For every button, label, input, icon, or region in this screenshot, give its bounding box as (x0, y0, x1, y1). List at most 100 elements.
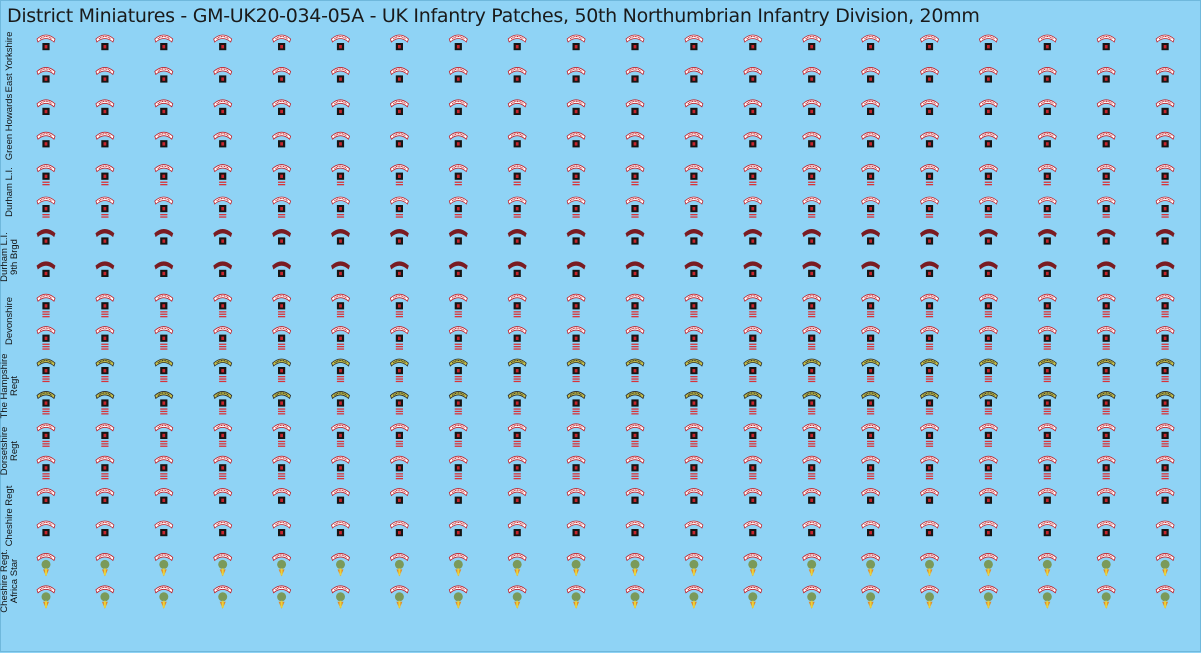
rank-stripe (631, 380, 639, 383)
shoulder-title (802, 585, 822, 594)
shoulder-lettering (628, 35, 642, 40)
rank-stripe (690, 216, 698, 218)
patch-decal (684, 326, 704, 350)
star-ribbon-stripe (280, 568, 283, 576)
shoulder-title (861, 553, 881, 562)
badge-emblem (1163, 174, 1167, 178)
patch-decal (920, 293, 939, 318)
patch-decal (507, 67, 527, 83)
shoulder-lettering (687, 262, 701, 267)
badge-emblem (574, 77, 578, 81)
shoulder-title (213, 164, 233, 173)
shoulder-title (802, 131, 822, 140)
shoulder-lettering (687, 295, 701, 299)
patch-decal (213, 293, 233, 318)
badge-emblem (692, 466, 696, 470)
shoulder-title (154, 164, 174, 173)
patch-decal (861, 455, 881, 480)
shoulder-lettering (216, 35, 230, 40)
rank-stripe (572, 216, 580, 218)
rank-stripe (1102, 380, 1110, 383)
rank-stripe (808, 348, 816, 350)
shoulder-title (861, 520, 881, 529)
rank-stripe (160, 376, 168, 378)
patch-decal (861, 196, 881, 218)
shoulder-lettering (334, 295, 347, 299)
badge-emblem (810, 239, 814, 243)
badge-emblem (928, 77, 931, 81)
patch-decal (331, 293, 350, 318)
patch-decal (1096, 99, 1116, 115)
rank-stripe (395, 311, 403, 313)
rank-stripe (1161, 413, 1169, 415)
patch-decal (213, 326, 233, 350)
rank-stripe (984, 343, 992, 345)
badge-emblem (103, 239, 107, 243)
shoulder-title (213, 455, 233, 464)
badge-emblem (810, 304, 814, 308)
shoulder-title (389, 391, 409, 400)
rank-stripe (513, 473, 521, 475)
shoulder-title (36, 131, 56, 140)
rank-stripe (808, 408, 816, 410)
shoulder-title (625, 553, 645, 562)
rank-stripe (160, 445, 168, 447)
shoulder-lettering (393, 359, 406, 364)
rank-stripe (454, 343, 462, 345)
rank-stripe (336, 346, 345, 348)
shoulder-title (95, 585, 115, 594)
shoulder-lettering (157, 230, 171, 234)
shoulder-title (743, 488, 763, 497)
patch-decal (1155, 553, 1175, 577)
africa-star-icon (630, 592, 640, 602)
patch-decal (802, 520, 822, 537)
patch-decal (566, 423, 586, 447)
badge-emblem (456, 369, 460, 373)
rank-stripe (42, 380, 50, 383)
shoulder-lettering (39, 327, 53, 332)
shoulder-title (625, 164, 645, 173)
rank-stripe (513, 214, 521, 216)
shoulder-lettering (1099, 230, 1113, 234)
shoulder-lettering (982, 521, 995, 526)
patch-decal (743, 164, 763, 186)
rank-stripe (160, 410, 168, 413)
rank-stripe (925, 478, 934, 480)
rank-stripe (278, 316, 286, 318)
patch-decal (861, 488, 881, 504)
patch-decal (389, 196, 409, 218)
badge-emblem (987, 271, 990, 276)
shoulder-lettering (510, 100, 524, 105)
rank-stripe (749, 181, 757, 183)
patch-decal (507, 131, 527, 148)
badge-emblem (574, 304, 578, 308)
badge-emblem (692, 142, 696, 146)
patch-decal (331, 196, 350, 218)
patch-decal (36, 358, 56, 383)
badge-emblem (692, 45, 696, 49)
badge-emblem (280, 304, 283, 308)
patch-decal (1037, 553, 1057, 577)
rank-stripe (925, 440, 934, 443)
shoulder-title (448, 553, 468, 562)
badge-emblem (221, 271, 225, 276)
shoulder-lettering (157, 35, 171, 40)
badge-emblem (280, 498, 283, 502)
shoulder-title (920, 67, 939, 76)
shoulder-lettering (805, 197, 819, 202)
shoulder-lettering (216, 489, 230, 494)
africa-star-icon (807, 592, 817, 602)
patch-decal (1037, 358, 1057, 383)
badge-emblem (1163, 45, 1167, 49)
shoulder-lettering (98, 262, 112, 267)
shoulder-lettering (982, 35, 995, 40)
africa-star-icon (100, 559, 110, 569)
shoulder-title (743, 229, 763, 238)
patch-decal (861, 358, 881, 383)
rank-stripe (631, 378, 639, 380)
patch-decal (154, 358, 174, 383)
rank-stripe (631, 410, 639, 413)
shoulder-lettering (451, 133, 465, 137)
shoulder-lettering (1158, 554, 1172, 558)
rank-stripe (925, 475, 934, 477)
